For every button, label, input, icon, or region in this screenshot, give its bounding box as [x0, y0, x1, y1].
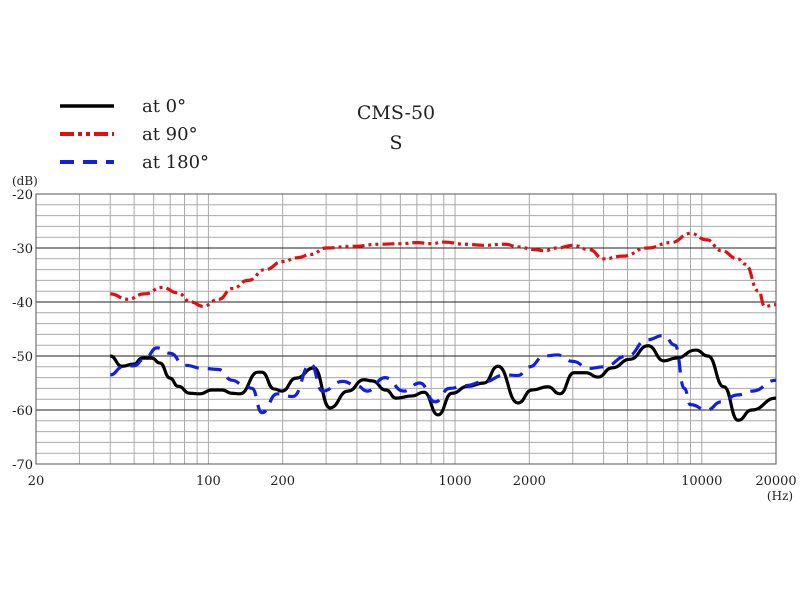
legend-swatch-dash-dot-dot — [60, 132, 114, 136]
x-tick-label: 1000 — [439, 474, 472, 489]
x-tick-label: 20000 — [755, 474, 796, 489]
y-tick-label: -30 — [12, 242, 33, 257]
legend-item-90deg: at 90° — [60, 120, 209, 148]
y-tick-label: -20 — [12, 188, 33, 203]
legend-item-0deg: at 0° — [60, 92, 209, 120]
legend-swatch-solid — [60, 104, 114, 108]
x-tick-label: 200 — [270, 474, 295, 489]
chart-title: CMS-50 — [356, 102, 436, 124]
y-axis-unit: (dB) — [12, 174, 38, 188]
y-tick-label: -40 — [12, 296, 33, 311]
y-tick-label: -60 — [12, 404, 33, 419]
x-tick-label: 100 — [196, 474, 221, 489]
chart-subtitle: S — [389, 132, 403, 154]
x-tick-label: 20 — [28, 474, 45, 489]
series-line-0 — [109, 344, 777, 422]
series-line-2 — [110, 333, 777, 415]
legend-swatch-dashed — [60, 160, 114, 164]
y-tick-label: -70 — [12, 458, 33, 473]
x-tick-label: 10000 — [681, 474, 722, 489]
y-tick-label: -50 — [12, 350, 33, 365]
legend-label: at 90° — [142, 123, 198, 145]
legend-label: at 180° — [142, 151, 210, 173]
series-line-1 — [110, 231, 777, 308]
legend-label: at 0° — [142, 95, 187, 117]
legend-item-180deg: at 180° — [60, 148, 209, 176]
x-tick-label: 2000 — [513, 474, 546, 489]
legend: at 0° at 90° at 180° — [60, 92, 209, 176]
plot-frame — [35, 193, 777, 465]
x-axis-unit: (Hz) — [767, 489, 793, 503]
